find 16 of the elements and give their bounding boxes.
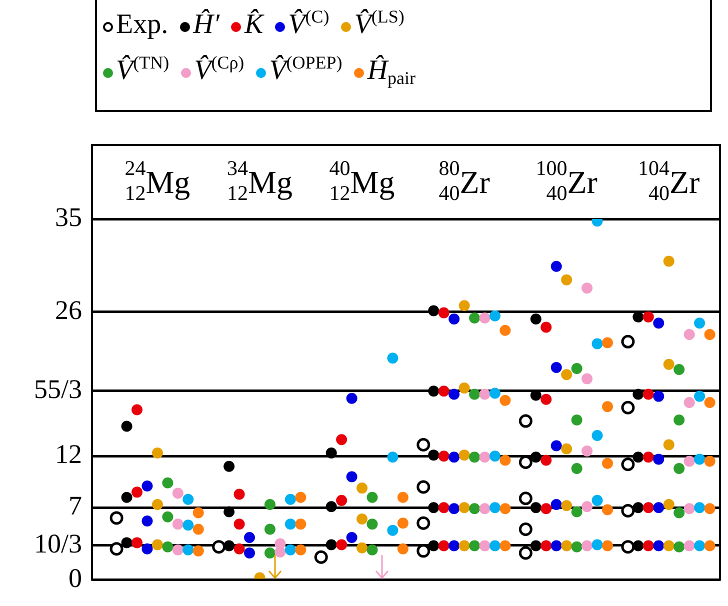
y-tick-label: 55/3 (34, 374, 82, 404)
legend-label: V̂$^{(LS)}$ (354, 6, 404, 40)
legend-label: V̂$^{(TN)}$ (116, 52, 170, 86)
legend-label: V̂$^{(Cρ)}$ (194, 52, 244, 86)
y-tick-label: 7 (68, 490, 82, 521)
legend-label: Ĥ′ (193, 9, 220, 40)
legend-label: Exp. (116, 9, 168, 40)
y-tick-label: 10/3 (34, 528, 82, 559)
y-tick-label: 35 (55, 202, 82, 232)
y-tick-label: 12 (55, 439, 82, 470)
y-tick-label: 26 (55, 294, 82, 325)
legend-label: V̂$^{(C)}$ (288, 6, 330, 40)
y-tick-label: 0 (68, 562, 82, 593)
legend-label: V̂$^{(OPEP)}$ (269, 52, 342, 86)
legend-label: Ĥ$_{pair}$ (367, 55, 416, 88)
legend-label: K̂ (244, 9, 264, 40)
